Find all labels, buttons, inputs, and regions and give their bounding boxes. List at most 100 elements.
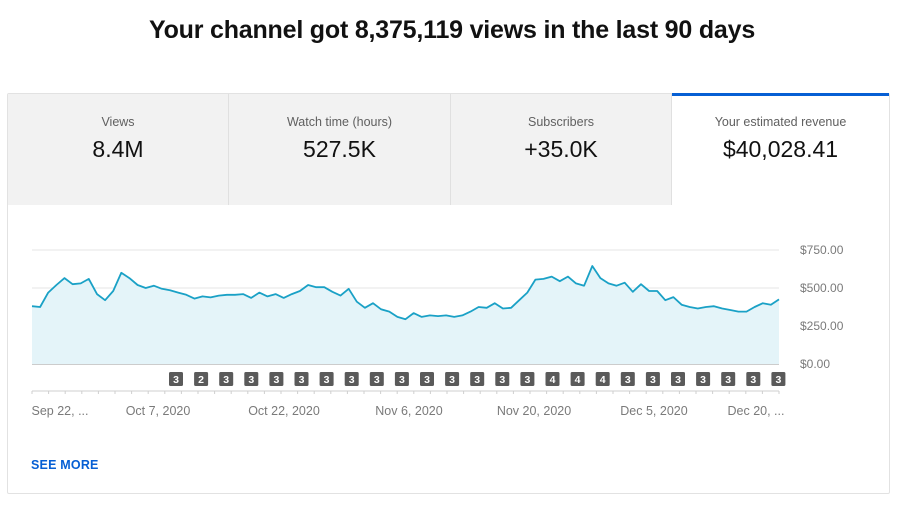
annotation-marker[interactable]: 3 [344, 372, 359, 386]
revenue-area [32, 266, 779, 364]
revenue-chart: 3 2 3 3 3 3 3 3 3 3 3 3 3 3 3 4 4 4 3 3 3 3 3 3 3 Sep 22, ... Oct… [8, 205, 889, 435]
tab-subscribers-value: +35.0K [524, 136, 598, 162]
annotation-marker[interactable]: 2 [194, 372, 209, 386]
annotation-marker[interactable]: 3 [721, 372, 736, 386]
revenue-series-line[interactable] [31, 265, 780, 321]
chart-marker-row: 3 2 3 3 3 3 3 3 3 3 3 3 3 3 3 4 4 4 3 3 3 3 3 3 3 [169, 372, 786, 386]
marker-count: 2 [198, 374, 204, 386]
marker-count: 3 [499, 374, 505, 386]
marker-count: 3 [725, 374, 731, 386]
marker-count: 3 [173, 374, 179, 386]
marker-count: 3 [449, 374, 455, 386]
annotation-marker[interactable]: 3 [244, 372, 259, 386]
annotation-marker[interactable]: 3 [495, 372, 510, 386]
marker-count: 3 [625, 374, 631, 386]
marker-badge [645, 372, 660, 386]
tab-subscribers-label: Subscribers [528, 115, 594, 129]
marker-badge [319, 372, 334, 386]
x-tick-label: Nov 6, 2020 [375, 404, 442, 418]
marker-count: 3 [399, 374, 405, 386]
annotation-marker[interactable]: 3 [696, 372, 711, 386]
annotation-marker[interactable]: 3 [169, 372, 183, 386]
tab-views[interactable]: Views 8.4M [8, 94, 229, 205]
marker-badge [445, 372, 460, 386]
y-tick-label: $500.00 [800, 281, 844, 295]
analytics-card: Views 8.4M Watch time (hours) 527.5K Sub… [7, 93, 890, 494]
annotation-marker[interactable]: 3 [671, 372, 685, 386]
annotation-marker[interactable]: 3 [420, 372, 434, 386]
tab-estimated-revenue[interactable]: Your estimated revenue $40,028.41 [672, 93, 889, 205]
marker-count: 3 [374, 374, 380, 386]
marker-badge [219, 372, 234, 386]
marker-badge [746, 372, 761, 386]
tab-views-value: 8.4M [92, 136, 144, 162]
metric-tabs: Views 8.4M Watch time (hours) 527.5K Sub… [8, 93, 889, 205]
marker-count: 4 [575, 374, 581, 386]
revenue-chart-svg: 3 2 3 3 3 3 3 3 3 3 3 3 3 3 3 4 4 4 3 3 3 3 3 3 3 Sep 22, ... Oct… [31, 243, 844, 418]
see-more-link[interactable]: SEE MORE [31, 458, 99, 472]
marker-count: 3 [349, 374, 355, 386]
x-tick-label: Nov 20, 2020 [497, 404, 571, 418]
annotation-marker[interactable]: 3 [369, 372, 384, 386]
marker-count: 3 [299, 374, 305, 386]
page-headline: Your channel got 8,375,119 views in the … [148, 16, 756, 44]
marker-badge [344, 372, 359, 386]
marker-badge [696, 372, 711, 386]
annotation-marker[interactable]: 3 [394, 372, 409, 386]
marker-badge [470, 372, 485, 386]
tab-revenue-value: $40,028.41 [722, 136, 839, 162]
annotation-marker[interactable]: 3 [746, 372, 761, 386]
marker-badge [671, 372, 685, 386]
marker-badge [269, 372, 284, 386]
marker-badge [620, 372, 635, 386]
annotation-marker[interactable]: 3 [269, 372, 284, 386]
annotation-marker[interactable]: 3 [645, 372, 660, 386]
x-tick-label: Dec 20, ... [728, 404, 785, 418]
annotation-marker[interactable]: 3 [771, 372, 786, 386]
y-tick-label: $750.00 [800, 243, 844, 257]
chart-area-layer [31, 265, 780, 364]
annotation-marker[interactable]: 4 [570, 372, 585, 386]
annotation-marker[interactable]: 3 [445, 372, 460, 386]
tab-watch-time-value: 527.5K [303, 136, 376, 162]
x-tick-label: Sep 22, ... [32, 404, 89, 418]
marker-badge [369, 372, 384, 386]
annotation-marker[interactable]: 3 [620, 372, 635, 386]
marker-badge [420, 372, 434, 386]
tab-views-label: Views [101, 115, 135, 129]
annotation-marker[interactable]: 3 [470, 372, 485, 386]
marker-count: 4 [550, 374, 556, 386]
marker-count: 3 [675, 374, 681, 386]
marker-badge [244, 372, 259, 386]
marker-count: 3 [750, 374, 756, 386]
marker-badge [394, 372, 409, 386]
marker-badge [721, 372, 736, 386]
marker-count: 3 [223, 374, 229, 386]
marker-badge [520, 372, 535, 386]
chart-y-axis: $750.00 $500.00 $250.00 $0.00 [800, 243, 844, 371]
marker-count: 3 [650, 374, 656, 386]
marker-count: 3 [424, 374, 430, 386]
marker-count: 3 [324, 374, 330, 386]
marker-badge [771, 372, 786, 386]
marker-badge [294, 372, 309, 386]
tab-watch-time[interactable]: Watch time (hours) 527.5K [229, 94, 451, 205]
marker-count: 3 [700, 374, 706, 386]
tab-subscribers[interactable]: Subscribers +35.0K [451, 94, 672, 205]
chart-x-axis: Sep 22, ... Oct 7, 2020 Oct 22, 2020 Nov 6,… [31, 390, 785, 418]
marker-count: 4 [600, 374, 606, 386]
marker-badge [169, 372, 183, 386]
marker-badge [545, 372, 560, 386]
annotation-marker[interactable]: 3 [294, 372, 309, 386]
marker-badge [194, 372, 209, 386]
annotation-marker[interactable]: 3 [520, 372, 535, 386]
marker-badge [595, 372, 610, 386]
annotation-marker[interactable]: 3 [219, 372, 234, 386]
annotation-marker[interactable]: 4 [595, 372, 610, 386]
y-tick-label: $0.00 [800, 357, 830, 371]
annotation-marker[interactable]: 3 [319, 372, 334, 386]
marker-badge [570, 372, 585, 386]
annotation-marker[interactable]: 4 [545, 372, 560, 386]
marker-count: 3 [775, 374, 781, 386]
y-tick-label: $250.00 [800, 319, 844, 333]
